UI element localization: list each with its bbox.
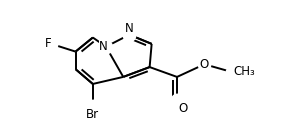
Text: O: O (200, 58, 209, 71)
Text: F: F (45, 37, 51, 50)
Text: O: O (179, 102, 188, 115)
Text: CH₃: CH₃ (234, 65, 255, 79)
Text: Br: Br (86, 108, 99, 121)
Text: N: N (125, 22, 134, 35)
Text: N: N (99, 40, 108, 53)
